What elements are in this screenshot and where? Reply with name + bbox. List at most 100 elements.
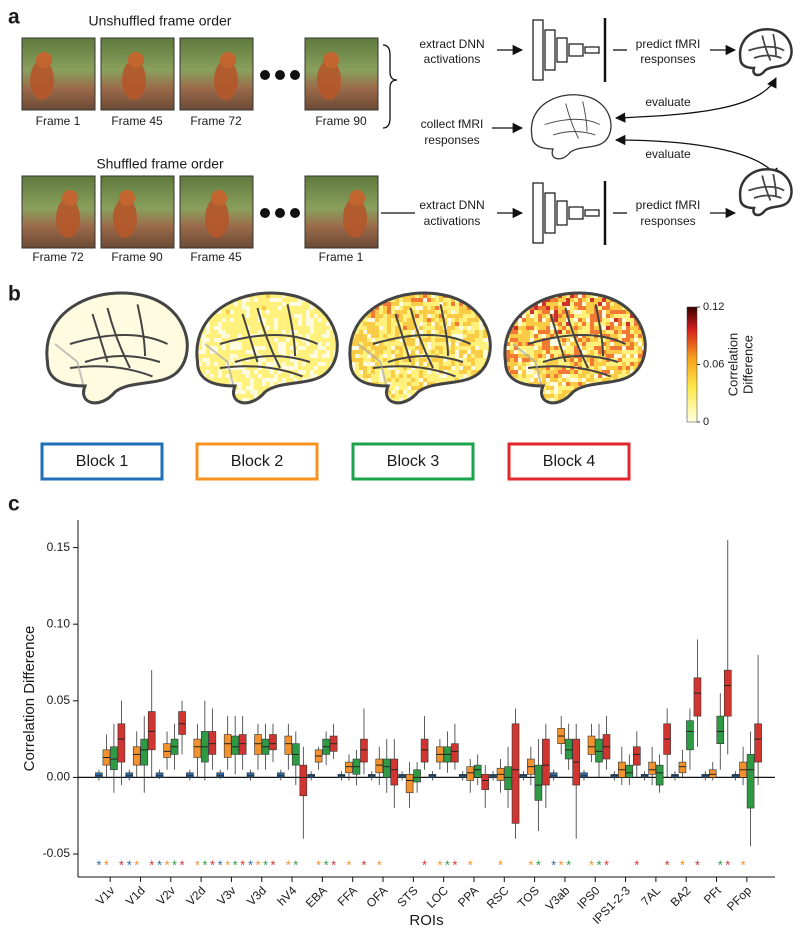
box <box>565 724 572 770</box>
heat-cell <box>427 402 431 406</box>
heat-cell <box>427 394 431 398</box>
heat-cell <box>202 290 206 294</box>
heat-cell <box>423 326 427 330</box>
heat-cell <box>546 310 550 314</box>
heat-cell <box>218 390 222 394</box>
heat-cell <box>506 406 510 410</box>
heat-cell <box>542 310 546 314</box>
brain-outline <box>740 29 791 75</box>
box-body <box>581 773 588 778</box>
heat-cell <box>542 314 546 318</box>
heat-cell <box>419 318 423 322</box>
heat-cell <box>206 398 210 402</box>
dnn-layer <box>569 44 583 56</box>
heat-cell <box>343 310 347 314</box>
heat-cell <box>522 294 526 298</box>
heat-cell <box>630 346 634 350</box>
heat-cell <box>270 310 274 314</box>
heat-cell <box>558 318 562 322</box>
heat-cell <box>626 322 630 326</box>
heat-cell <box>286 386 290 390</box>
heat-cell <box>642 322 646 326</box>
video-frame <box>101 176 174 248</box>
heat-cell <box>602 290 606 294</box>
heat-cell <box>314 322 318 326</box>
heat-cell <box>622 338 626 342</box>
heat-cell <box>194 314 198 318</box>
heat-cell <box>238 322 242 326</box>
heat-cell <box>314 382 318 386</box>
heat-cell <box>522 322 526 326</box>
box-body <box>186 773 193 778</box>
heat-cell <box>427 326 431 330</box>
heat-cell <box>467 294 471 298</box>
heat-cell <box>534 294 538 298</box>
heat-cell <box>467 358 471 362</box>
heat-cell <box>351 390 355 394</box>
heat-cell <box>459 370 463 374</box>
heat-cell <box>218 314 222 318</box>
box <box>535 739 542 831</box>
heat-cell <box>234 402 238 406</box>
box <box>490 771 497 780</box>
heat-cell <box>522 390 526 394</box>
heat-cell <box>646 290 650 294</box>
heat-cell <box>514 338 518 342</box>
heat-cell <box>330 346 334 350</box>
heat-cell <box>334 386 338 390</box>
box <box>262 724 269 770</box>
heat-cell <box>566 406 570 410</box>
heat-cell <box>443 310 447 314</box>
heat-cell <box>266 318 270 322</box>
heat-cell <box>351 298 355 302</box>
heat-cell <box>399 374 403 378</box>
heat-cell <box>642 394 646 398</box>
heat-cell <box>471 314 475 318</box>
heat-cell <box>646 366 650 370</box>
heat-cell <box>258 378 262 382</box>
heat-cell <box>318 298 322 302</box>
heat-cell <box>310 350 314 354</box>
heat-cell <box>578 298 582 302</box>
heat-cell <box>351 318 355 322</box>
heat-cell <box>367 386 371 390</box>
heat-cell <box>371 390 375 394</box>
heat-cell <box>590 326 594 330</box>
heat-cell <box>558 306 562 310</box>
heat-cell <box>367 330 371 334</box>
box <box>360 708 367 774</box>
heat-cell <box>598 386 602 390</box>
heat-cell <box>479 398 483 402</box>
heat-cell <box>506 350 510 354</box>
heat-cell <box>411 350 415 354</box>
heat-cell <box>371 302 375 306</box>
heat-cell <box>222 402 226 406</box>
significance-marker: * <box>165 857 170 872</box>
heat-cell <box>270 338 274 342</box>
heat-cell <box>347 394 351 398</box>
heat-cell <box>578 338 582 342</box>
heat-cell <box>574 302 578 306</box>
heat-cell <box>590 314 594 318</box>
heat-cell <box>411 362 415 366</box>
heat-cell <box>455 322 459 326</box>
significance-marker: * <box>293 857 298 872</box>
heat-cell <box>314 318 318 322</box>
heat-cell <box>314 338 318 342</box>
box <box>399 771 406 780</box>
heat-cell <box>198 306 202 310</box>
box-body <box>467 767 474 781</box>
box <box>451 724 458 770</box>
heat-cell <box>427 338 431 342</box>
heat-cell <box>491 386 495 390</box>
heat-cell <box>338 386 342 390</box>
heat-cell <box>387 302 391 306</box>
heat-cell <box>586 342 590 346</box>
heat-cell <box>242 346 246 350</box>
heat-cell <box>594 326 598 330</box>
heat-cell <box>359 374 363 378</box>
heat-cell <box>282 322 286 326</box>
significance-marker: * <box>377 857 382 872</box>
heat-cell <box>427 298 431 302</box>
